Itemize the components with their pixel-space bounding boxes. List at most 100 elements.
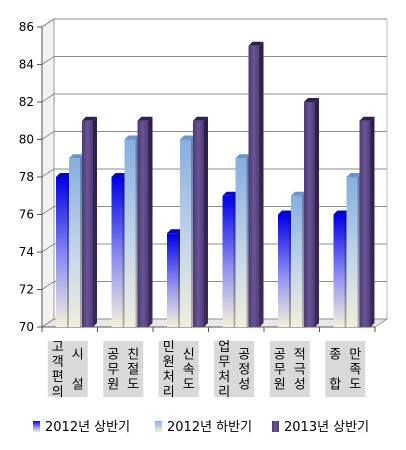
bar-front bbox=[235, 158, 247, 327]
category-label-box bbox=[269, 341, 310, 397]
bar bbox=[137, 116, 153, 327]
category-label: 종 합 만 족 도 bbox=[325, 341, 366, 397]
bar bbox=[180, 135, 195, 327]
legend-item: 2012년 상반기 bbox=[33, 420, 130, 435]
bar-top bbox=[235, 154, 251, 159]
bar-top bbox=[124, 135, 140, 140]
y-tick-label: 74 bbox=[19, 245, 34, 259]
gridline bbox=[41, 56, 387, 65]
bar bbox=[359, 116, 375, 327]
bar-front bbox=[193, 120, 204, 327]
y-tick-label: 78 bbox=[19, 170, 34, 184]
y-tick-label: 82 bbox=[19, 95, 34, 109]
bar-side bbox=[370, 116, 375, 327]
bar-top bbox=[56, 173, 71, 177]
bar-front bbox=[180, 139, 191, 327]
category-label-box bbox=[47, 341, 88, 397]
gridline bbox=[41, 168, 387, 178]
category-label-box bbox=[214, 341, 255, 397]
legend-item: 2013년 상반기 bbox=[272, 420, 369, 435]
y-tick-label: 80 bbox=[19, 133, 34, 147]
y-tick-label: 84 bbox=[19, 58, 34, 72]
bar-front bbox=[346, 177, 358, 327]
bar-front bbox=[278, 214, 289, 327]
bar-top bbox=[180, 135, 195, 140]
bar-top bbox=[291, 191, 306, 196]
bar-front bbox=[124, 139, 136, 327]
bar bbox=[193, 116, 208, 327]
bar bbox=[278, 210, 293, 327]
bar bbox=[333, 210, 349, 327]
bar bbox=[111, 173, 127, 327]
bar-front bbox=[291, 195, 302, 327]
bar-front bbox=[333, 214, 345, 327]
y-tick-label: 72 bbox=[19, 283, 34, 297]
legend-label: 2012년 하반기 bbox=[167, 420, 252, 435]
bar-front bbox=[167, 233, 178, 327]
category-label-box bbox=[103, 341, 144, 397]
bar bbox=[222, 191, 238, 327]
bar-side bbox=[315, 98, 319, 327]
bar-front bbox=[82, 120, 93, 327]
y-tick-label: 76 bbox=[19, 208, 34, 222]
legend-swatch bbox=[33, 421, 40, 432]
bar-front bbox=[111, 177, 123, 327]
bar-top bbox=[69, 154, 84, 159]
bar-side bbox=[93, 116, 97, 327]
bar-top bbox=[167, 229, 182, 234]
bar-front bbox=[304, 102, 315, 327]
bar-side bbox=[204, 116, 208, 327]
bar-top bbox=[346, 173, 362, 177]
bar-top bbox=[137, 116, 153, 121]
gridline bbox=[41, 206, 387, 215]
legend-item: 2012년 하반기 bbox=[155, 420, 252, 435]
bar-top bbox=[304, 98, 319, 102]
bar bbox=[56, 173, 71, 327]
bar-top bbox=[359, 116, 375, 121]
legend-label: 2013년 상반기 bbox=[284, 420, 369, 435]
bar-front bbox=[359, 120, 371, 327]
bar-top bbox=[111, 173, 127, 177]
bar bbox=[69, 154, 84, 327]
gridline bbox=[41, 131, 387, 140]
gridline bbox=[41, 318, 387, 328]
legend-swatch bbox=[155, 421, 162, 432]
category-label-text: 시 설 bbox=[72, 348, 84, 393]
bar-top bbox=[278, 210, 293, 215]
bar bbox=[235, 154, 251, 327]
gridline bbox=[41, 243, 387, 253]
y-tick-label: 70 bbox=[19, 320, 34, 334]
legend-label: 2012년 상반기 bbox=[45, 420, 130, 435]
gridline bbox=[41, 93, 387, 103]
bar-front bbox=[248, 45, 260, 327]
category-label-box bbox=[325, 341, 366, 397]
category-label: 공 무 원 적 극 성 bbox=[269, 341, 310, 397]
bar-front bbox=[56, 177, 67, 327]
category-label-box bbox=[158, 341, 199, 397]
bar-top bbox=[193, 116, 208, 121]
bar bbox=[248, 41, 264, 327]
bar-top bbox=[222, 191, 238, 196]
bar bbox=[304, 98, 319, 327]
legend-swatch bbox=[272, 421, 279, 432]
bar-front bbox=[137, 120, 149, 327]
bar-top bbox=[333, 210, 349, 215]
bar-side bbox=[259, 41, 264, 327]
bar-front bbox=[69, 158, 80, 327]
y-tick-label: 86 bbox=[19, 20, 34, 34]
category-label-text: 종 합 bbox=[329, 348, 341, 393]
category-label: 고 객 편 의 시 설 bbox=[47, 340, 88, 400]
bar bbox=[124, 135, 140, 327]
bar bbox=[291, 191, 306, 327]
